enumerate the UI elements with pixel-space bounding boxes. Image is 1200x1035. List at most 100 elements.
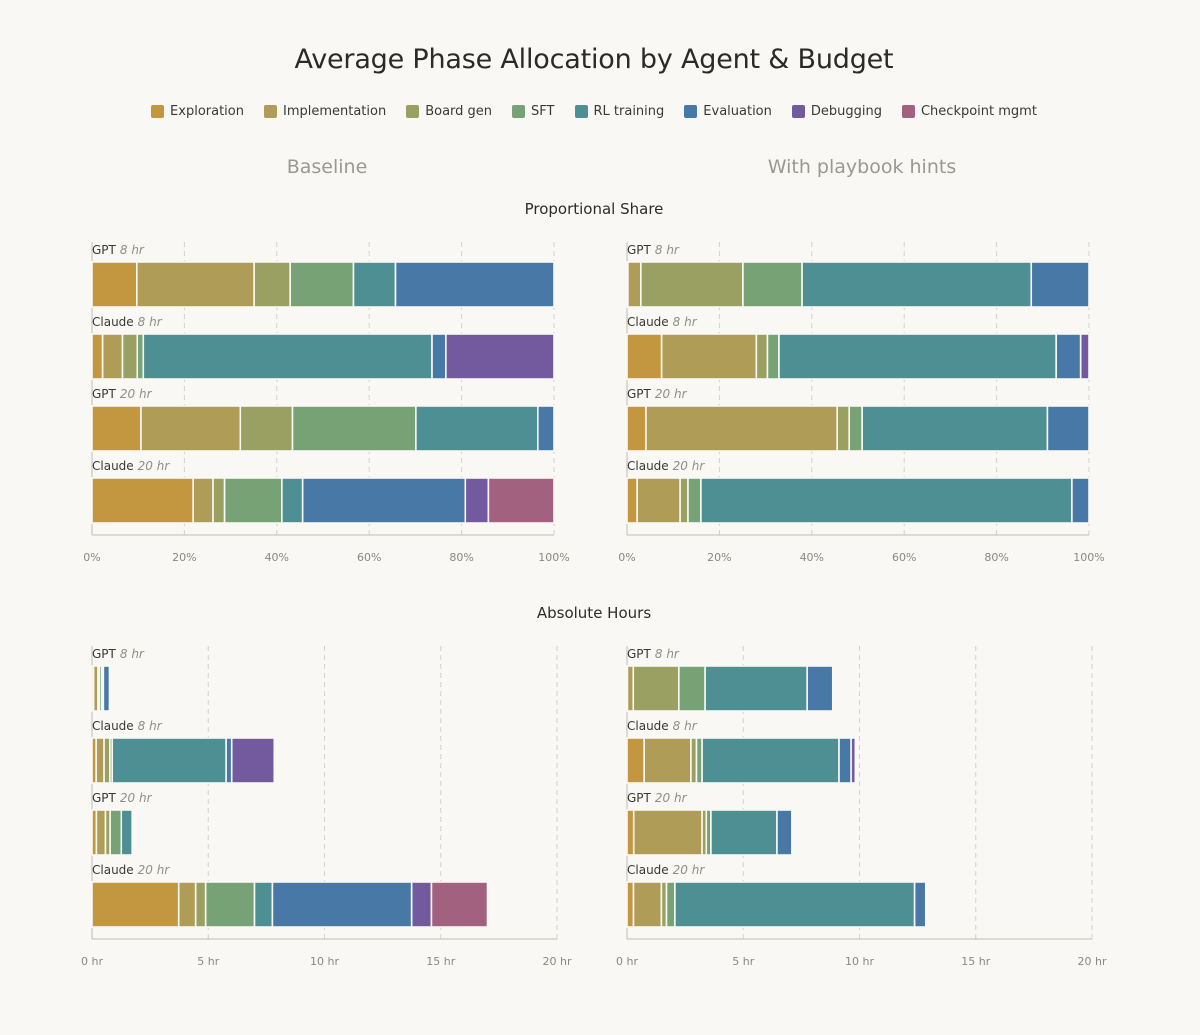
bar-segment [431, 333, 447, 380]
bar-segment [687, 477, 702, 524]
bar-segment [194, 881, 207, 928]
row-label: Claude 8 hr [627, 719, 698, 733]
bar-segment [710, 809, 778, 856]
row-budget: 8 hr [138, 315, 163, 329]
row-label: GPT 8 hr [627, 647, 680, 661]
bar-segment [91, 261, 138, 308]
bar-segment [678, 665, 706, 712]
row-agent: Claude [92, 863, 134, 877]
bar-segment [674, 881, 916, 928]
legend-swatch [684, 105, 698, 118]
bar-segment [766, 333, 780, 380]
x-tick-label: 20% [707, 551, 731, 564]
bar-segment [626, 881, 635, 928]
legend-item: Debugging [791, 104, 882, 119]
bar-segment [230, 737, 276, 784]
x-tick-label: 15 hr [961, 955, 990, 968]
section-title-absolute: Absolute Hours [536, 604, 652, 622]
x-tick-label: 0 hr [616, 955, 638, 968]
legend-swatch [901, 105, 915, 118]
x-tick-label: 100% [538, 551, 569, 564]
bar-segment [225, 737, 233, 784]
bar-segment [1055, 333, 1082, 380]
bar-segment [806, 665, 834, 712]
bar-segment [704, 665, 808, 712]
row-agent: GPT [92, 791, 117, 805]
bar-segment [223, 477, 283, 524]
bar-segment [626, 477, 638, 524]
bar-segment [645, 405, 839, 452]
x-tick-label: 10 hr [845, 955, 874, 968]
row-label: GPT 8 hr [92, 647, 145, 661]
row-agent: GPT [627, 647, 652, 661]
bar-segment [626, 809, 635, 856]
bar-segment [464, 477, 490, 524]
row-agent: Claude [627, 719, 669, 733]
row-label: Claude 8 hr [92, 315, 163, 329]
bar-segment [394, 261, 555, 308]
row-label: GPT 20 hr [627, 791, 688, 805]
legend-swatch [791, 105, 805, 118]
legend-swatch [574, 105, 588, 118]
x-tick-label: 80% [984, 551, 1008, 564]
bar-segment [701, 737, 840, 784]
bar-segment [755, 333, 769, 380]
row-label: GPT 20 hr [92, 791, 153, 805]
x-tick-label: 20 hr [543, 955, 572, 968]
legend-item: Checkpoint mgmt [901, 104, 1037, 119]
bar-segment [742, 261, 803, 308]
legend-swatch [512, 105, 526, 118]
bar-segment [253, 261, 291, 308]
legend-swatch [151, 105, 165, 118]
legend-label: Checkpoint mgmt [920, 104, 1037, 119]
legend-label: Debugging [810, 104, 882, 119]
row-budget: 8 hr [673, 719, 698, 733]
bar-segment [131, 809, 135, 856]
bar-segment [778, 333, 1057, 380]
bar-segment [636, 477, 681, 524]
bar-segment [352, 261, 397, 308]
chart-title: Average Phase Allocation by Agent & Budg… [294, 44, 894, 75]
bar-segment [289, 261, 355, 308]
x-tick-label: 0 hr [81, 955, 103, 968]
legend-swatch [263, 105, 277, 118]
bar-segment [640, 261, 744, 308]
bar-segment [632, 665, 680, 712]
bar-segment [850, 737, 857, 784]
row-budget: 20 hr [673, 863, 706, 877]
row-budget: 8 hr [673, 315, 698, 329]
bar-segment [102, 665, 111, 712]
bar-segment [801, 261, 1033, 308]
bar-segment [632, 881, 663, 928]
row-agent: GPT [92, 647, 117, 661]
bar-segment [212, 477, 226, 524]
bar-segment [253, 881, 274, 928]
bar-segment [626, 405, 647, 452]
row-budget: 8 hr [655, 647, 680, 661]
bar-segment [626, 665, 635, 712]
x-tick-label: 100% [1073, 551, 1104, 564]
row-label: GPT 8 hr [627, 243, 680, 257]
bar-segment [120, 809, 134, 856]
section-title-proportional: Proportional Share [524, 200, 664, 218]
row-agent: GPT [627, 791, 652, 805]
row-label: Claude 20 hr [627, 863, 705, 877]
bar-segment [1046, 405, 1090, 452]
bar-segment [848, 405, 863, 452]
bar-segment [537, 405, 555, 452]
row-agent: GPT [627, 387, 652, 401]
x-tick-label: 15 hr [426, 955, 455, 968]
x-tick-label: 20% [172, 551, 196, 564]
bar-segment [632, 809, 703, 856]
bar-segment [291, 405, 417, 452]
bar-segment [626, 333, 663, 380]
bar-segment [121, 333, 139, 380]
bar-segment [109, 809, 123, 856]
legend-item: Exploration [151, 104, 244, 119]
row-budget: 8 hr [120, 243, 145, 257]
bar-segment [91, 333, 104, 380]
